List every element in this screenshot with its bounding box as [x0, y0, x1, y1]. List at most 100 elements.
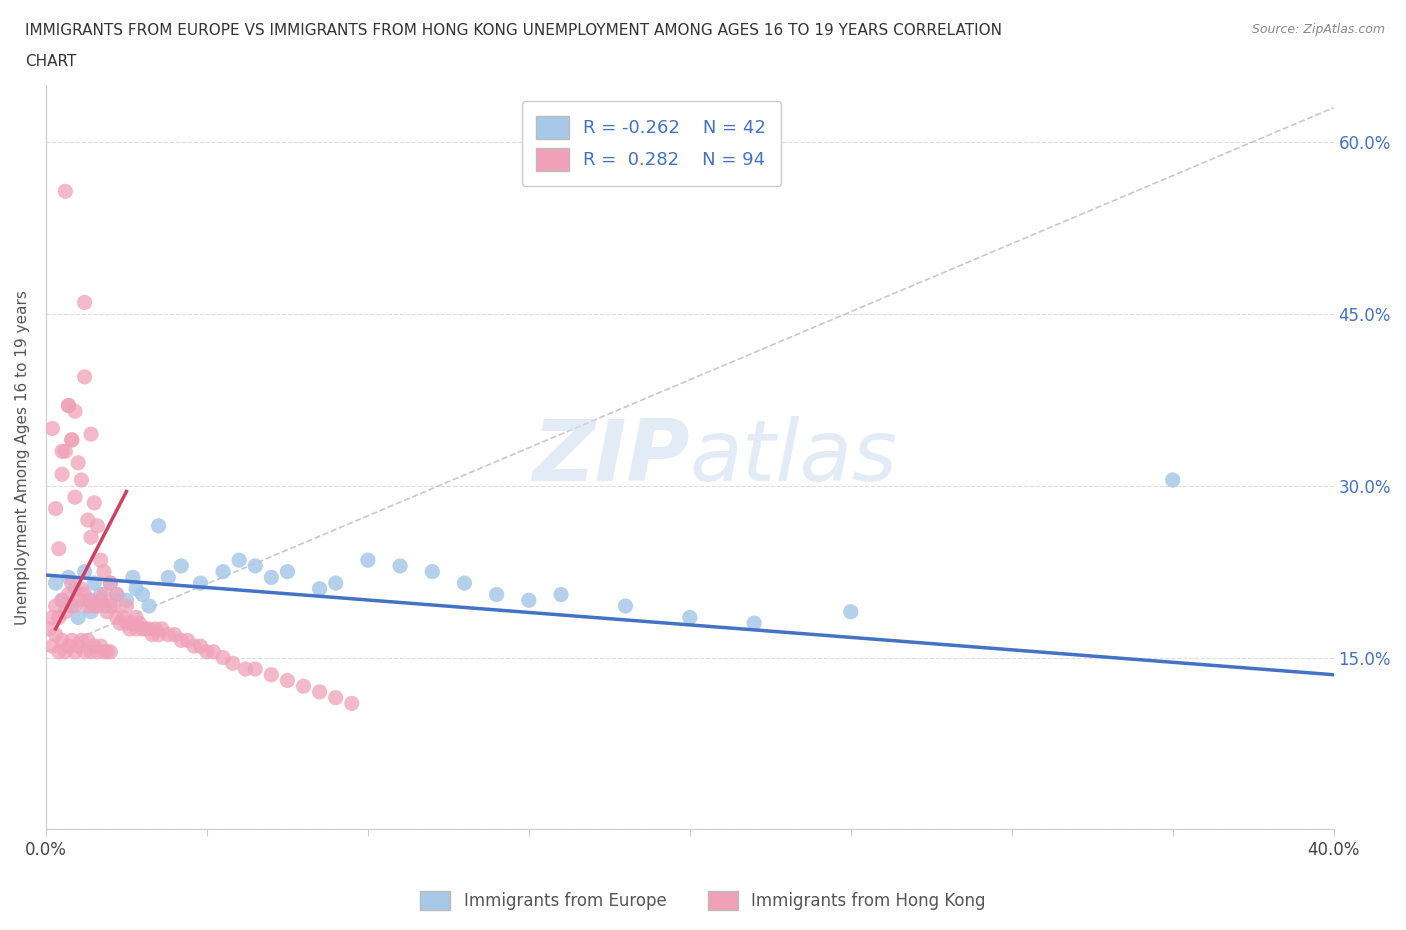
Point [76, 512, 98, 527]
Point [212, 565, 235, 579]
Point [73, 644, 96, 659]
Point [67, 639, 90, 654]
Point [125, 610, 148, 625]
Point [83, 639, 105, 654]
Point [276, 673, 298, 688]
Point [58, 639, 80, 654]
Point [70, 472, 93, 487]
Point [51, 633, 73, 648]
Point [98, 644, 121, 659]
Point [96, 644, 118, 659]
Point [90, 552, 112, 567]
Point [83, 576, 105, 591]
Point [98, 599, 121, 614]
Point [51, 592, 73, 607]
Point [41, 421, 63, 436]
Point [131, 621, 153, 636]
Point [58, 587, 80, 602]
Point [276, 565, 298, 579]
Point [60, 599, 83, 614]
Point [53, 184, 76, 199]
Point [357, 552, 380, 567]
Point [212, 650, 235, 665]
Point [308, 581, 330, 596]
Point [80, 592, 103, 607]
Y-axis label: Unemployment Among Ages 16 to 19 years: Unemployment Among Ages 16 to 19 years [15, 289, 30, 625]
Point [839, 604, 862, 619]
Legend: R = -0.262    N = 42, R =  0.282    N = 94: R = -0.262 N = 42, R = 0.282 N = 94 [522, 101, 780, 186]
Point [45, 627, 67, 642]
Point [125, 581, 148, 596]
Point [83, 599, 105, 614]
Legend: Immigrants from Europe, Immigrants from Hong Kong: Immigrants from Europe, Immigrants from … [413, 884, 993, 917]
Point [70, 581, 93, 596]
Point [138, 621, 160, 636]
Point [80, 427, 103, 442]
Point [70, 633, 93, 648]
Point [679, 610, 702, 625]
Point [118, 621, 141, 636]
Point [245, 661, 267, 676]
Point [67, 610, 90, 625]
Point [41, 610, 63, 625]
Point [86, 599, 108, 614]
Point [150, 621, 173, 636]
Point [60, 633, 83, 648]
Point [260, 668, 283, 683]
Point [325, 576, 347, 591]
Point [453, 576, 475, 591]
Point [90, 639, 112, 654]
Point [53, 604, 76, 619]
Point [48, 610, 70, 625]
Point [45, 576, 67, 591]
Point [93, 644, 115, 659]
Point [125, 621, 148, 636]
Point [96, 604, 118, 619]
Point [76, 592, 98, 607]
Text: CHART: CHART [25, 54, 77, 69]
Point [108, 616, 131, 631]
Point [60, 576, 83, 591]
Point [517, 592, 540, 607]
Point [93, 599, 115, 614]
Point [103, 599, 125, 614]
Point [389, 558, 412, 573]
Point [58, 398, 80, 413]
Point [112, 610, 135, 625]
Point [63, 490, 86, 505]
Point [45, 599, 67, 614]
Point [83, 496, 105, 511]
Point [51, 444, 73, 458]
Point [228, 552, 250, 567]
Point [122, 570, 145, 585]
Point [190, 639, 212, 654]
Point [183, 639, 205, 654]
Point [1161, 472, 1184, 487]
Point [98, 576, 121, 591]
Point [190, 576, 212, 591]
Text: ZIP: ZIP [533, 416, 690, 498]
Point [73, 295, 96, 310]
Point [170, 558, 193, 573]
Point [90, 592, 112, 607]
Point [93, 587, 115, 602]
Point [145, 621, 167, 636]
Point [128, 616, 150, 631]
Point [60, 432, 83, 447]
Text: Source: ZipAtlas.com: Source: ZipAtlas.com [1251, 23, 1385, 36]
Point [67, 592, 90, 607]
Point [141, 627, 163, 642]
Point [138, 599, 160, 614]
Point [45, 501, 67, 516]
Point [60, 432, 83, 447]
Point [98, 576, 121, 591]
Point [41, 639, 63, 654]
Point [245, 558, 267, 573]
Point [135, 621, 157, 636]
Point [73, 587, 96, 602]
Point [93, 565, 115, 579]
Point [115, 616, 138, 631]
Point [340, 696, 363, 711]
Point [176, 633, 198, 648]
Point [122, 616, 145, 631]
